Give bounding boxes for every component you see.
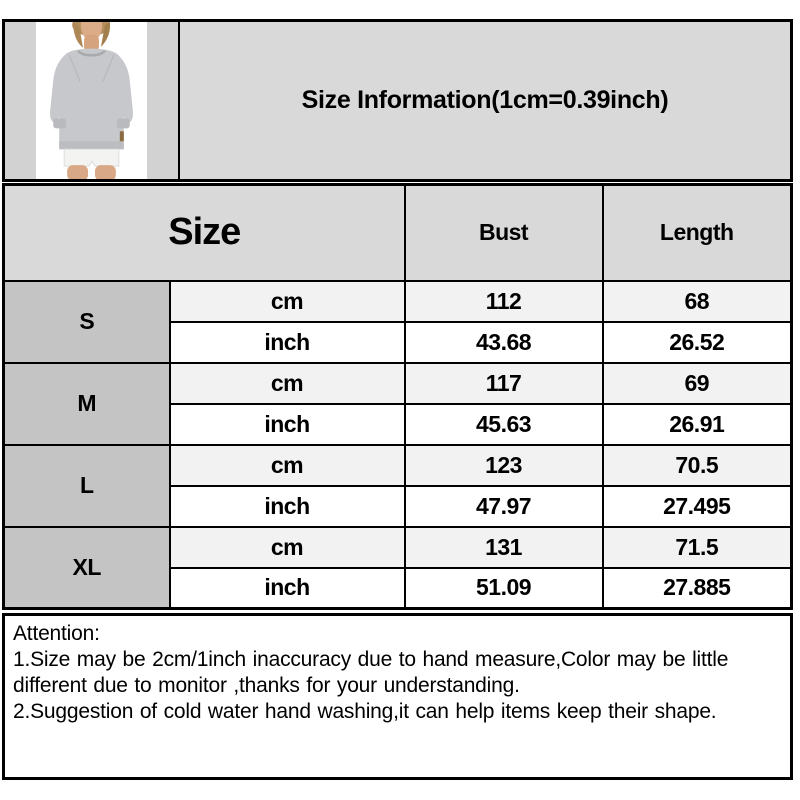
s-inch-unit: inch (168, 320, 406, 364)
xl-cm-bust: 131 (403, 525, 604, 569)
attention-note-line: 2.Suggestion of cold water hand washing,… (13, 700, 717, 723)
xl-cm-unit: cm (168, 525, 406, 569)
size-label-l: L (2, 443, 171, 528)
size-label-xl: XL (2, 525, 171, 610)
table-row: S cm 112 68 (2, 279, 793, 364)
title-cell: Size Information(1cm=0.39inch) (180, 22, 790, 179)
m-inch-bust: 45.63 (403, 402, 604, 446)
attention-box: Attention: 1.Size may be 2cm/1inch inacc… (2, 613, 793, 780)
attention-note-line: different due to monitor ,thanks for you… (13, 674, 520, 697)
xl-inch-unit: inch (168, 566, 406, 610)
s-cm-length: 68 (601, 279, 793, 323)
l-cm-length: 70.5 (601, 443, 793, 487)
table-row: inch 45.63 26.91 (4, 402, 793, 446)
xl-inch-bust: 51.09 (403, 566, 604, 610)
sweatshirt-model-illustration (36, 22, 147, 179)
size-table: Size Bust Length S cm 112 68 inch 43.68 … (2, 183, 793, 610)
s-inch-length: 26.52 (601, 320, 793, 364)
table-row: inch 43.68 26.52 (4, 320, 793, 364)
xl-cm-length: 71.5 (601, 525, 793, 569)
table-row: inch 47.97 27.495 (4, 484, 793, 528)
length-column-header: Length (601, 183, 793, 282)
size-column-header: Size (2, 183, 406, 282)
size-label-s: S (2, 279, 171, 364)
s-cm-bust: 112 (403, 279, 604, 323)
table-row: M cm 117 69 (2, 361, 793, 446)
attention-note-line: 1.Size may be 2cm/1inch inaccuracy due t… (13, 648, 729, 671)
bust-column-header: Bust (403, 183, 604, 282)
m-cm-unit: cm (168, 361, 406, 405)
table-row: XL cm 131 71.5 (2, 525, 793, 610)
xl-inch-length: 27.885 (601, 566, 793, 610)
l-cm-bust: 123 (403, 443, 604, 487)
attention-heading: Attention: (13, 622, 100, 645)
l-cm-unit: cm (168, 443, 406, 487)
m-cm-bust: 117 (403, 361, 604, 405)
size-label-m: M (2, 361, 171, 446)
page-title: Size Information(1cm=0.39inch) (301, 86, 669, 114)
table-header-row: Size Bust Length (2, 183, 793, 282)
product-photo (36, 22, 147, 179)
top-header-box: Size Information(1cm=0.39inch) (2, 19, 793, 182)
l-inch-unit: inch (168, 484, 406, 528)
m-cm-length: 69 (601, 361, 793, 405)
m-inch-length: 26.91 (601, 402, 793, 446)
table-row: L cm 123 70.5 (2, 443, 793, 528)
l-inch-bust: 47.97 (403, 484, 604, 528)
product-photo-cell (5, 22, 180, 179)
l-inch-length: 27.495 (601, 484, 793, 528)
m-inch-unit: inch (168, 402, 406, 446)
s-cm-unit: cm (168, 279, 406, 323)
s-inch-bust: 43.68 (403, 320, 604, 364)
table-row: inch 51.09 27.885 (4, 566, 793, 610)
